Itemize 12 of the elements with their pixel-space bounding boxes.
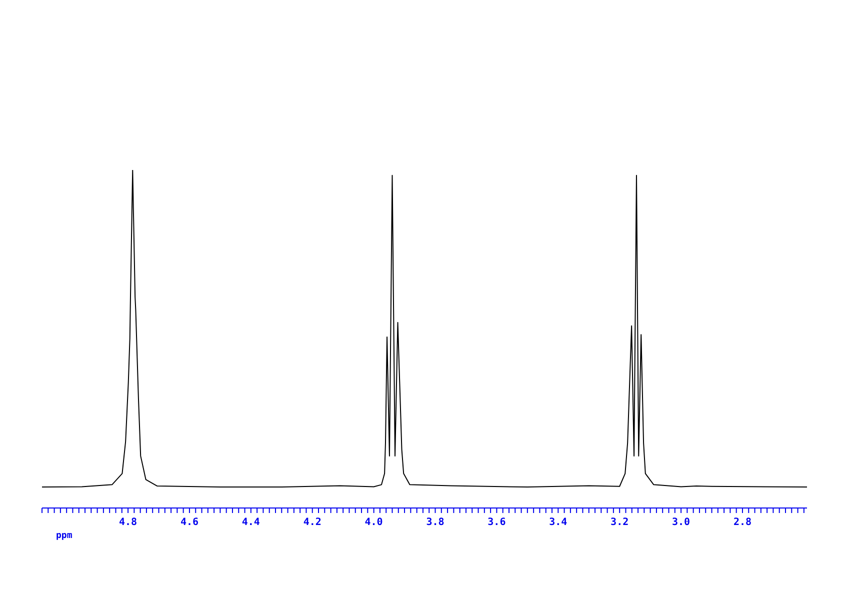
x-axis-title: ppm xyxy=(56,531,73,541)
x-tick-label: 3.2 xyxy=(610,517,629,528)
x-tick-label: 2.8 xyxy=(733,517,752,528)
x-tick-label: 4.6 xyxy=(180,517,198,528)
x-tick-label: 3.8 xyxy=(426,517,444,528)
x-tick-label: 3.0 xyxy=(672,517,690,528)
x-tick-label: 3.4 xyxy=(549,517,568,528)
x-tick-label: 4.4 xyxy=(242,517,260,528)
x-tick-label: 4.0 xyxy=(364,517,383,528)
x-tick-label: 3.6 xyxy=(488,517,506,528)
x-tick-label: 4.2 xyxy=(303,517,322,528)
x-tick-label: 4.8 xyxy=(118,517,138,528)
